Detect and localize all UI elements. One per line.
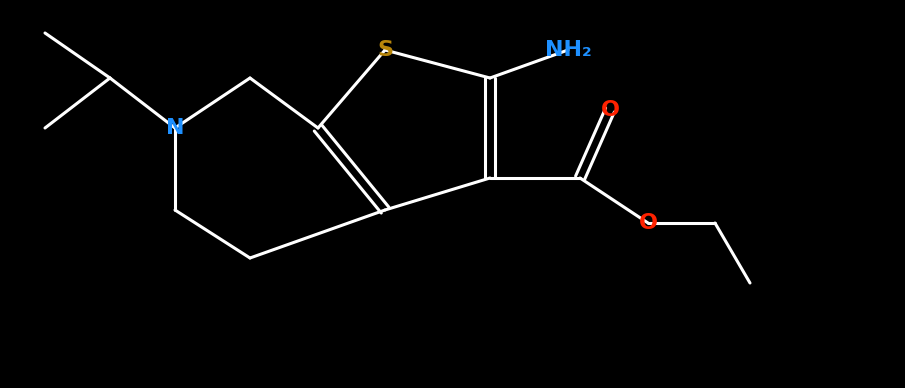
Text: O: O [639, 213, 658, 233]
Text: N: N [166, 118, 185, 138]
Text: S: S [377, 40, 393, 60]
Text: O: O [601, 100, 620, 120]
Text: NH₂: NH₂ [545, 40, 591, 60]
